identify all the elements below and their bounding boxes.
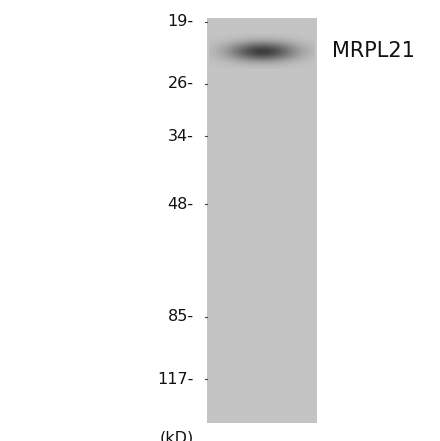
Text: MRPL21: MRPL21 xyxy=(332,41,415,61)
Text: 19-: 19- xyxy=(168,15,194,30)
Text: 34-: 34- xyxy=(168,129,194,144)
Text: 117-: 117- xyxy=(157,372,194,387)
Text: 26-: 26- xyxy=(168,76,194,91)
Text: 85-: 85- xyxy=(168,309,194,324)
Bar xyxy=(207,18,317,423)
Text: (kD): (kD) xyxy=(159,430,194,441)
Text: 48-: 48- xyxy=(168,197,194,212)
